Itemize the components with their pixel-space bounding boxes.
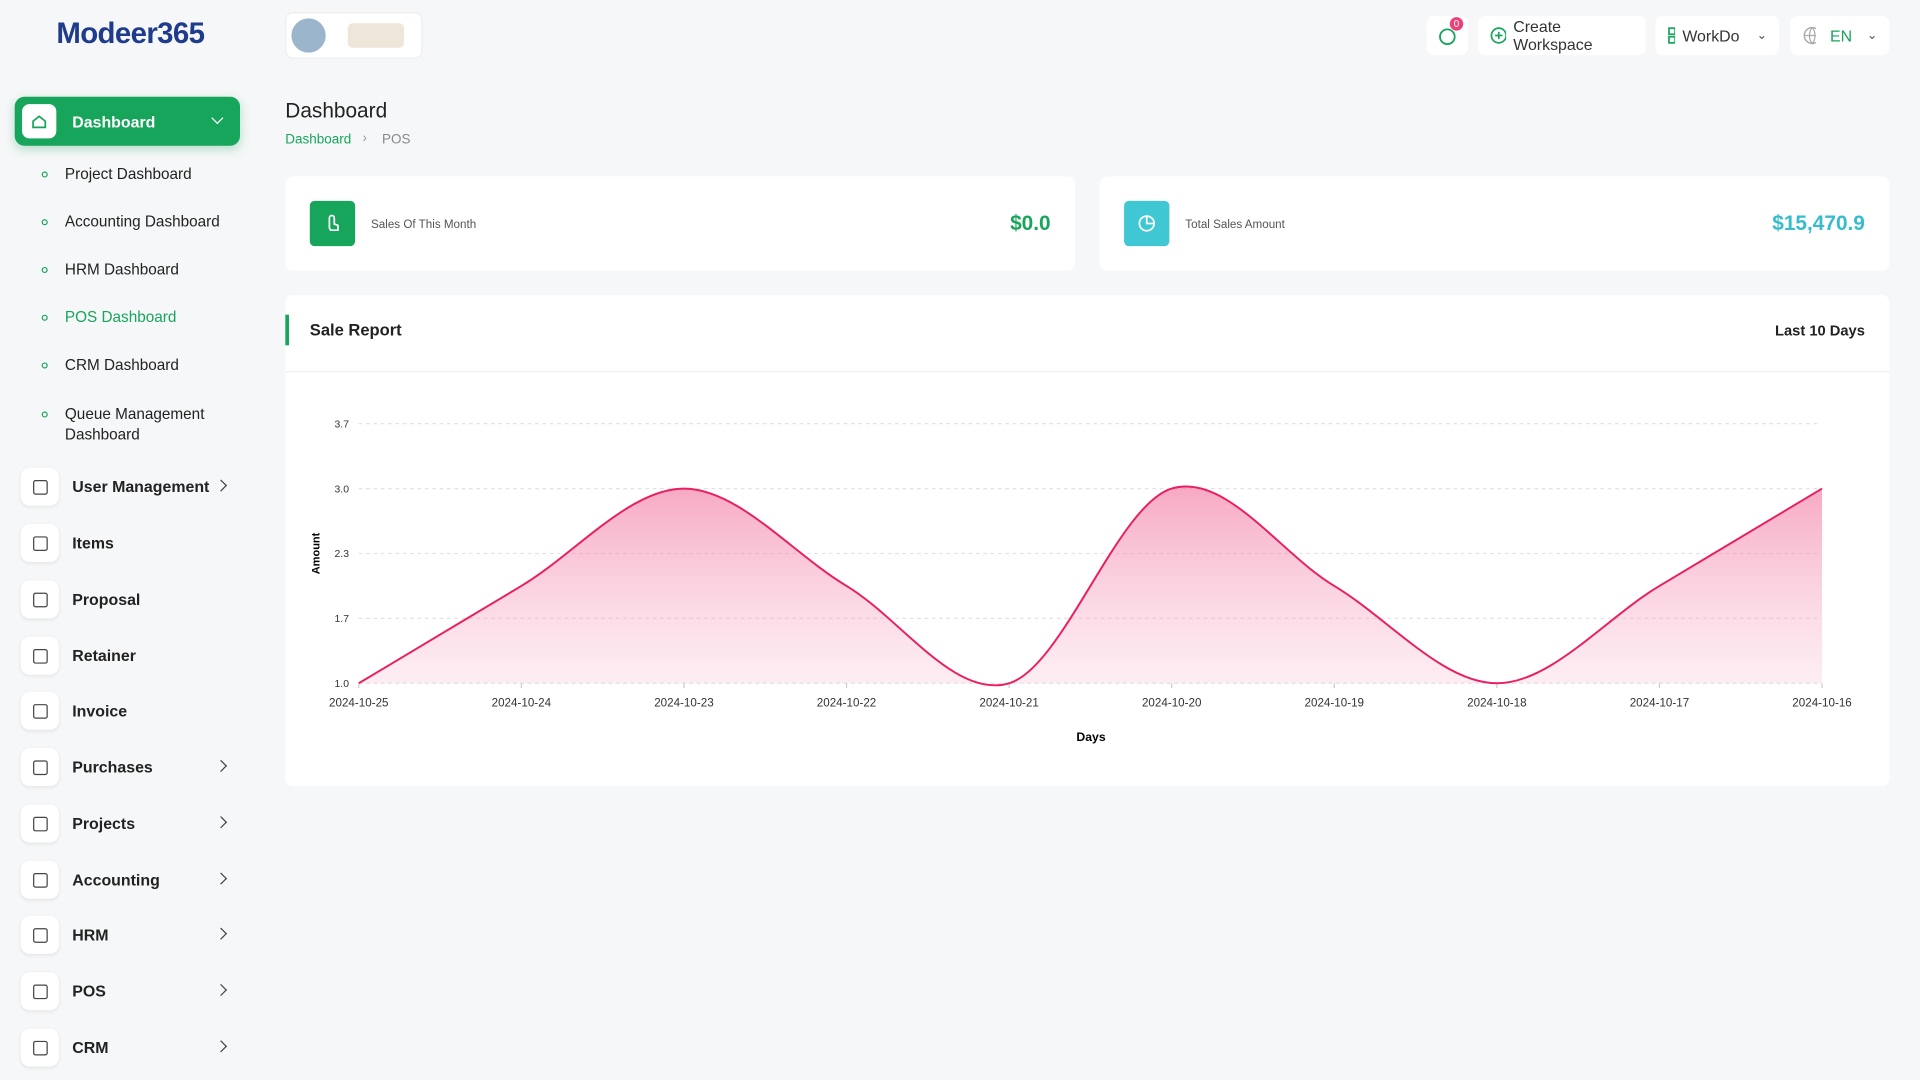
language-menu[interactable]: EN ⌄ (1790, 15, 1890, 56)
menu-label: Items (72, 533, 114, 553)
menu-label: Proposal (72, 590, 141, 609)
submenu-label: CRM Dashboard (64, 356, 179, 374)
y-tick-label: 3.7 (335, 419, 350, 430)
submenu-item[interactable]: Queue Management Dashboard (41, 404, 224, 446)
menu-item[interactable]: User Management (20, 467, 235, 507)
y-tick-label: 1.7 (335, 614, 350, 625)
breadcrumb-separator: › (362, 131, 367, 146)
x-tick-label: 2024-10-25 (329, 697, 388, 710)
menu-label: Purchases (72, 757, 153, 777)
menu-label: User Management (72, 477, 210, 496)
breadcrumb-link[interactable]: Dashboard (285, 132, 352, 147)
logo[interactable]: Modeer365 (56, 17, 205, 51)
chart-period: Last 10 Days (1775, 322, 1865, 340)
menu-label: HRM (72, 925, 109, 945)
breadcrumb-current: POS (382, 132, 411, 147)
create-workspace-label: Create Workspace (1513, 17, 1593, 54)
workspace-menu[interactable]: WorkDo ⌄ (1655, 15, 1780, 56)
chat-icon (1439, 28, 1456, 46)
menu-label: Invoice (72, 701, 128, 721)
create-workspace[interactable]: Create Workspace (1477, 15, 1646, 56)
x-tick-label: 2024-10-18 (1467, 697, 1526, 710)
menu-item[interactable]: Items (20, 524, 235, 563)
menu-label: CRM (72, 1038, 109, 1057)
menu-label: Accounting (72, 870, 160, 889)
y-axis-title: Amount (311, 532, 323, 574)
menu-item[interactable]: Proposal (20, 580, 235, 619)
stat-card: Total Sales Amount $15,470.9 (1099, 176, 1890, 271)
submenu-item[interactable]: Accounting Dashboard (41, 212, 236, 233)
y-tick-label: 2.3 (335, 549, 350, 560)
menu-item[interactable]: CRM (20, 1028, 235, 1068)
x-axis-title: Days (1076, 730, 1105, 744)
submenu-item[interactable]: CRM Dashboard (41, 355, 236, 376)
menu-item[interactable]: POS (20, 972, 235, 1011)
x-tick-label: 2024-10-22 (817, 697, 876, 710)
workspace-switcher[interactable] (285, 12, 423, 59)
menu-item[interactable]: Accounting (20, 860, 235, 900)
submenu-label: HRM Dashboard (64, 260, 179, 278)
menu-item[interactable]: Retainer (20, 636, 235, 676)
line (358, 485, 1823, 687)
submenu-item[interactable]: Project Dashboard (41, 164, 236, 185)
chart-card: Sale Report Last 10 Days Amount Days 1.0… (285, 295, 1890, 787)
workspace-label: WorkDo (1682, 26, 1740, 45)
x-tick-label: 2024-10-24 (492, 697, 552, 710)
stat-card: Sales Of This Month $0.0 (285, 176, 1076, 271)
stat-value: $0.0 (1010, 211, 1051, 236)
y-tick-label: 3.0 (335, 484, 350, 495)
notifications[interactable]: 0 (1426, 15, 1469, 56)
menu-item[interactable]: HRM (20, 915, 235, 955)
menu-item[interactable]: Invoice (20, 691, 235, 731)
page-title: Dashboard (285, 99, 388, 123)
submenu-label: Project Dashboard (64, 165, 192, 183)
menu-item[interactable]: Purchases (20, 748, 235, 787)
x-tick-label: 2024-10-16 (1792, 697, 1851, 710)
notification-badge: 0 (1449, 17, 1464, 31)
plus-icon (1490, 27, 1506, 44)
menu-item[interactable]: Projects (20, 804, 235, 843)
submenu-label: Queue Management Dashboard (64, 405, 205, 444)
chart-title: Sale Report (309, 320, 402, 340)
stat-label: Total Sales Amount (1185, 217, 1285, 232)
x-tick-label: 2024-10-20 (1142, 697, 1202, 710)
menu-label: Dashboard (72, 112, 156, 132)
submenu-item[interactable]: HRM Dashboard (41, 260, 236, 281)
submenu-item-active[interactable]: POS Dashboard (41, 307, 236, 328)
x-tick-label: 2024-10-23 (654, 697, 713, 710)
submenu-label: POS Dashboard (64, 308, 177, 326)
x-tick-label: 2024-10-17 (1630, 697, 1689, 710)
stat-value: $15,470.9 (1772, 211, 1865, 236)
menu-item-active[interactable]: Dashboard (14, 96, 241, 146)
submenu-label: Accounting Dashboard (64, 213, 220, 231)
chart: Amount Days 1.0 1.7 2.3 3.0 3.7 2024-10-25 202… (311, 419, 1852, 744)
apps-icon (1668, 27, 1675, 44)
x-tick-label: 2024-10-19 (1305, 697, 1364, 710)
y-tick-label: 1.0 (335, 679, 350, 690)
x-tick-label: 2024-10-21 (979, 697, 1038, 710)
menu-label: Retainer (72, 646, 136, 665)
menu-label: Projects (72, 814, 136, 833)
menu-label: POS (72, 982, 106, 1001)
globe-icon (1803, 26, 1816, 45)
language-label: EN (1830, 26, 1853, 45)
stat-label: Sales Of This Month (371, 217, 477, 232)
